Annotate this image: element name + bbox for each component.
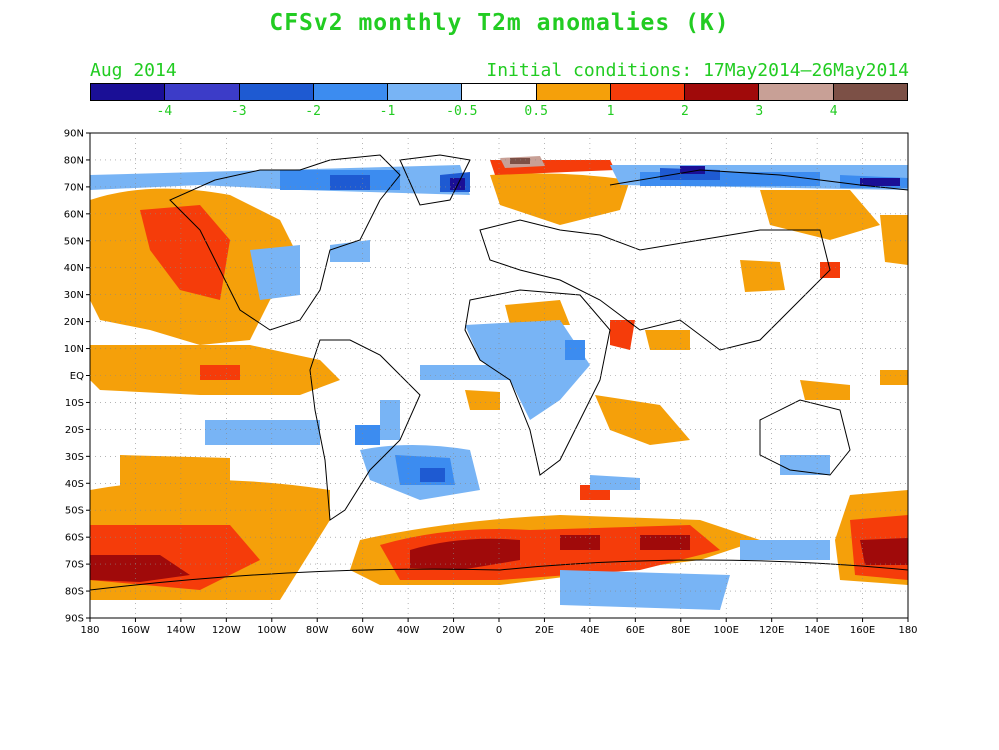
colorbar-label: -4 bbox=[156, 104, 173, 119]
axis-ticks bbox=[86, 132, 909, 622]
lat-label: 20S bbox=[65, 425, 84, 436]
colorbar-label: 1 bbox=[606, 104, 615, 119]
lat-label: 30S bbox=[65, 452, 84, 463]
lon-label: 60E bbox=[626, 625, 645, 636]
lat-label: 60S bbox=[65, 533, 84, 544]
lon-label: 40E bbox=[580, 625, 599, 636]
colorbar-label: -0.5 bbox=[446, 104, 478, 119]
lat-label: 80S bbox=[65, 587, 84, 598]
colorbar-swatch bbox=[91, 84, 166, 100]
lat-label: 40S bbox=[65, 479, 84, 490]
lat-label: 90S bbox=[65, 614, 84, 625]
lon-label: 140E bbox=[804, 625, 829, 636]
anomaly-warm-gt4 bbox=[510, 158, 530, 164]
lon-label: 100W bbox=[257, 625, 286, 636]
colorbar-swatch bbox=[833, 84, 907, 100]
lat-label: 30N bbox=[64, 290, 84, 301]
longitude-axis: 180 160W 140W 120W 100W 80W 60W 40W 20W 0 20E 40E 60… bbox=[80, 625, 917, 636]
colorbar-label: -1 bbox=[379, 104, 396, 119]
colorbar-swatch bbox=[462, 84, 537, 100]
lon-label: 160E bbox=[850, 625, 875, 636]
lon-label: 180 bbox=[80, 625, 99, 636]
lat-label: 90N bbox=[64, 129, 84, 140]
lon-label: 0 bbox=[496, 625, 502, 636]
colorbar-swatch bbox=[239, 84, 314, 100]
colorbar-swatch bbox=[536, 84, 611, 100]
gridlines bbox=[90, 133, 908, 618]
lat-label: 20N bbox=[64, 317, 84, 328]
lon-label: 80E bbox=[671, 625, 690, 636]
lat-label: 70N bbox=[64, 182, 84, 193]
lon-label: 20E bbox=[535, 625, 554, 636]
colorbar-label: -3 bbox=[230, 104, 247, 119]
colorbar-labels: -4 -3 -2 -1 -0.5 0.5 1 2 3 4 bbox=[90, 104, 908, 122]
chart-title: CFSv2 monthly T2m anomalies (K) bbox=[269, 10, 730, 36]
colorbar-label: 0.5 bbox=[524, 104, 548, 119]
lat-label: 40N bbox=[64, 263, 84, 274]
lon-label: 140W bbox=[166, 625, 195, 636]
lon-label: 180 bbox=[898, 625, 917, 636]
lon-label: 40W bbox=[397, 625, 420, 636]
lon-label: 60W bbox=[351, 625, 374, 636]
forecast-month: Aug 2014 bbox=[90, 60, 177, 81]
colorbar-swatch bbox=[759, 84, 834, 100]
colorbar-label: -2 bbox=[305, 104, 321, 119]
latitude-axis: 90N 80N 70N 60N 50N 40N 30N 20N 10N EQ 10S 20S 30S 40… bbox=[64, 129, 84, 625]
lon-label: 80W bbox=[306, 625, 329, 636]
lat-label: EQ bbox=[70, 371, 84, 382]
lat-label: 50N bbox=[64, 236, 84, 247]
lat-label: 50S bbox=[65, 506, 84, 517]
lon-label: 120E bbox=[759, 625, 784, 636]
anomaly-warm-2-3 bbox=[90, 535, 908, 582]
colorbar-swatch bbox=[165, 84, 240, 100]
lat-label: 10S bbox=[65, 398, 84, 409]
colorbar-label: 3 bbox=[755, 104, 764, 119]
map-frame bbox=[86, 132, 909, 622]
lon-label: 100E bbox=[714, 625, 739, 636]
colorbar-label: 2 bbox=[680, 104, 689, 119]
lat-label: 10N bbox=[64, 344, 84, 355]
colorbar-swatch bbox=[388, 84, 463, 100]
colorbar-label: 4 bbox=[829, 104, 838, 119]
lon-label: 120W bbox=[212, 625, 241, 636]
lat-label: 80N bbox=[64, 155, 84, 166]
lon-label: 160W bbox=[121, 625, 150, 636]
colorbar-swatch bbox=[313, 84, 389, 100]
lon-label: 20W bbox=[442, 625, 465, 636]
lat-label: 70S bbox=[65, 560, 84, 571]
colorbar-swatch bbox=[610, 84, 686, 100]
colorbar bbox=[90, 83, 908, 101]
colorbar-swatch bbox=[685, 84, 760, 100]
initial-conditions: Initial conditions: 17May2014–26May2014 bbox=[486, 60, 909, 81]
lat-label: 60N bbox=[64, 209, 84, 220]
